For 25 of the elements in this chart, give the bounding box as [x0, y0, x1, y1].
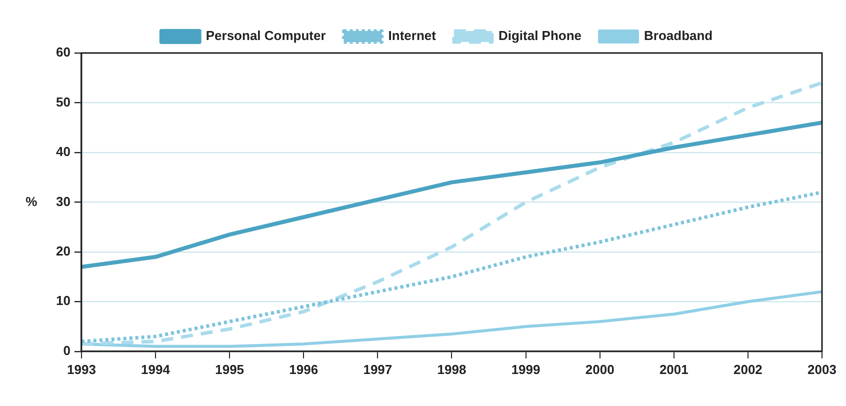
x-tick-label: 2001 [659, 362, 688, 377]
x-tick-label: 1993 [67, 362, 96, 377]
legend-label: Internet [388, 28, 437, 44]
legend-label: Broadband [644, 28, 713, 44]
y-tick-label: 40 [56, 144, 70, 160]
y-tick-label: 30 [56, 194, 70, 209]
y-tick-label: 10 [56, 293, 70, 308]
x-tick-label: 1998 [437, 362, 466, 377]
x-tick-label: 1995 [215, 362, 244, 377]
line-series [81, 81, 822, 346]
y-axis-title: % [26, 194, 38, 209]
x-tick-label: 2002 [733, 362, 762, 377]
line-series [81, 190, 822, 344]
x-tick-label: 1999 [511, 362, 540, 377]
legend-label: Digital Phone [498, 28, 582, 44]
x-tick-label: 1997 [363, 362, 392, 377]
legend-label: Personal Computer [206, 28, 326, 44]
x-tick-label: 2000 [585, 362, 614, 377]
x-tick-label: 1994 [141, 362, 171, 377]
x-tick-label: 2003 [808, 362, 836, 377]
x-tick-label: 1996 [289, 362, 318, 377]
y-tick-label: 20 [56, 244, 70, 259]
y-tick-label: 60 [56, 44, 70, 60]
y-tick-label: 50 [56, 94, 70, 110]
y-tick-label: 0 [63, 342, 70, 358]
